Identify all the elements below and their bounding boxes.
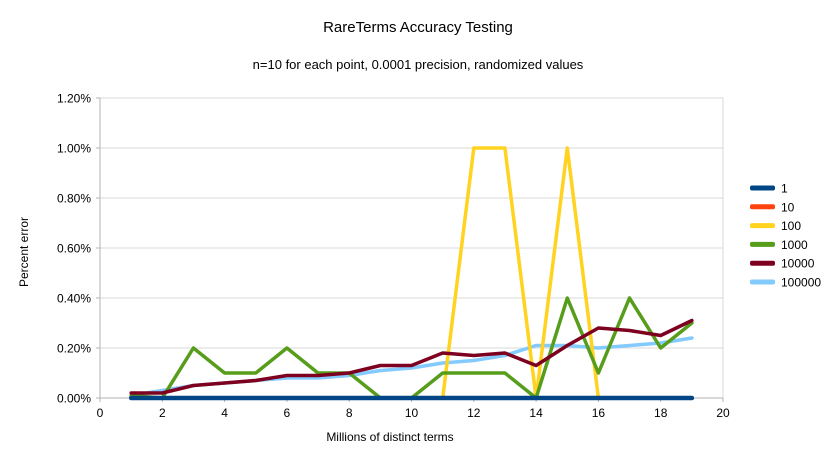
y-tick-label: 0.00%	[57, 392, 91, 406]
legend-item-1: 1	[750, 182, 788, 196]
legend-label: 10	[781, 200, 795, 214]
y-tick-label: 1.20%	[57, 92, 91, 106]
legend-item-10: 10	[750, 200, 795, 214]
y-tick-label: 0.80%	[57, 192, 91, 206]
legend-item-10000: 10000	[750, 257, 815, 271]
x-tick-label: 2	[159, 406, 166, 420]
x-tick-label: 0	[97, 406, 104, 420]
legend-item-100000: 100000	[750, 276, 821, 290]
legend-swatch	[750, 241, 775, 247]
legend-item-1000: 1000	[750, 238, 808, 252]
y-tick-label: 0.60%	[57, 242, 91, 256]
legend-swatch	[750, 223, 775, 229]
series-lines	[128, 146, 695, 401]
legend-label: 1000	[781, 238, 808, 252]
x-axis-tick-labels: 0 2 4 6 8 10 12 14 16 18 20	[97, 406, 730, 420]
y-tick-label: 1.00%	[57, 142, 91, 156]
x-tick-label: 6	[284, 406, 291, 420]
x-tick-label: 10	[405, 406, 419, 420]
y-tick-label: 0.20%	[57, 342, 91, 356]
series-line-10000	[129, 318, 694, 395]
x-tick-label: 14	[529, 406, 543, 420]
x-tick-label: 16	[592, 406, 606, 420]
x-tick-label: 20	[716, 406, 730, 420]
legend-swatch	[750, 260, 775, 266]
series-line-100	[129, 146, 694, 400]
legend-label: 100000	[781, 276, 821, 290]
x-tick-label: 18	[654, 406, 668, 420]
legend: 1 10 100 1000 10000 100000	[750, 182, 821, 290]
legend-swatch	[750, 185, 775, 191]
y-axis-title: Percent error	[17, 217, 31, 287]
x-tick-label: 12	[467, 406, 481, 420]
legend-label: 10000	[781, 257, 815, 271]
legend-swatch	[750, 279, 775, 285]
chart-title: RareTerms Accuracy Testing	[323, 19, 513, 36]
legend-label: 100	[781, 219, 801, 233]
legend-swatch	[750, 204, 775, 210]
x-tick-label: 4	[221, 406, 228, 420]
y-axis-tick-labels: 0.00% 0.20% 0.40% 0.60% 0.80% 1.00% 1.20%	[57, 92, 91, 406]
plot-gridlines	[100, 97, 723, 349]
chart-subtitle: n=10 for each point, 0.0001 precision, r…	[253, 57, 584, 72]
legend-label: 1	[781, 182, 788, 196]
x-tick-label: 8	[346, 406, 353, 420]
legend-item-100: 100	[750, 219, 801, 233]
y-tick-label: 0.40%	[57, 292, 91, 306]
x-axis-title: Millions of distinct terms	[326, 430, 453, 444]
